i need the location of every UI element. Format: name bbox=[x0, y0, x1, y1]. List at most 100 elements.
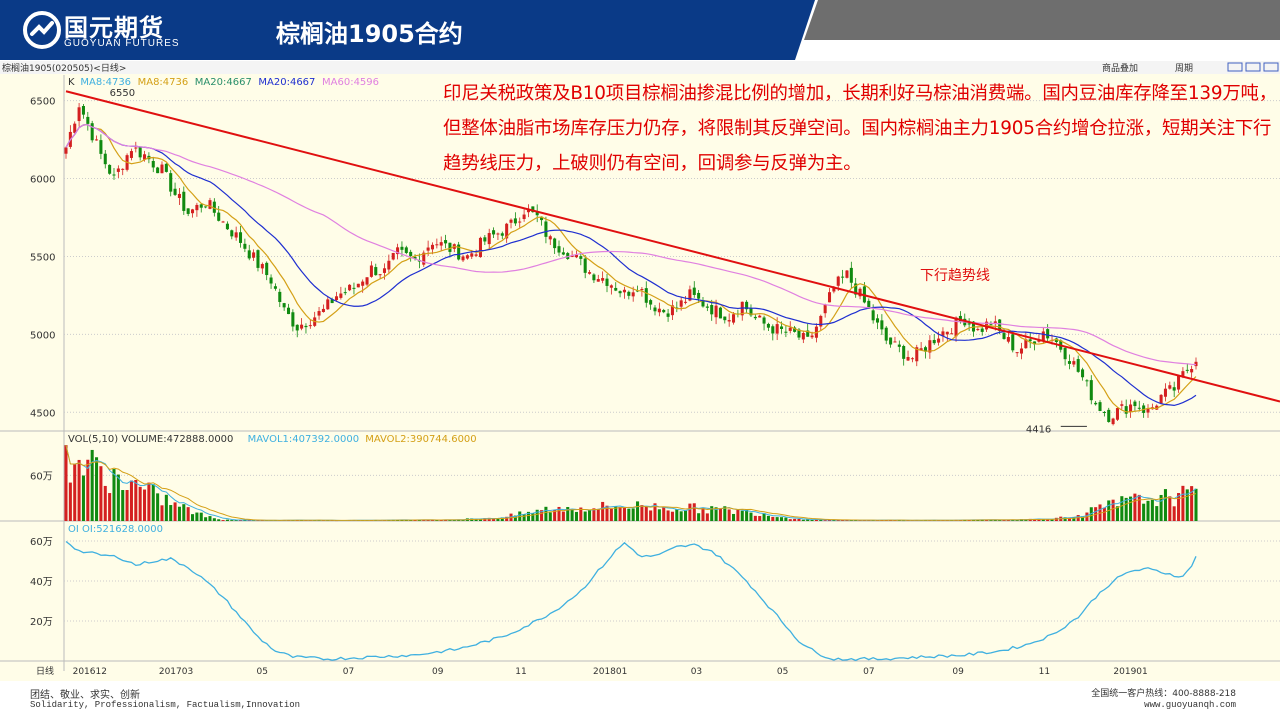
candle-body bbox=[195, 204, 199, 211]
candle-body bbox=[1094, 402, 1098, 405]
candle-body bbox=[330, 299, 334, 304]
volume-bar bbox=[217, 519, 221, 521]
candle-body bbox=[548, 236, 552, 240]
mavol1-line bbox=[65, 444, 1197, 521]
x-tick-label: 201703 bbox=[159, 667, 193, 677]
volume-bar bbox=[77, 459, 81, 521]
toolbar-nav-icon bbox=[1263, 62, 1279, 72]
volume-bar bbox=[169, 505, 173, 521]
volume-bar bbox=[86, 459, 90, 521]
volume-bar bbox=[68, 482, 72, 521]
candle-body bbox=[749, 308, 753, 316]
candle-body bbox=[526, 209, 530, 213]
volume-bar bbox=[596, 508, 600, 521]
volume-bar bbox=[526, 511, 530, 521]
volume-bar bbox=[640, 505, 644, 521]
candle-body bbox=[426, 247, 430, 251]
chart-area: 棕榈油1905(020505)<日线> 商品叠加 周期 4500 5000 5500 600… bbox=[0, 61, 1280, 681]
logo-icon bbox=[23, 11, 61, 49]
candle-body bbox=[937, 338, 941, 343]
volume-bar bbox=[199, 512, 203, 521]
candle-body bbox=[753, 316, 757, 319]
volume-bar bbox=[701, 507, 705, 521]
candle-body bbox=[1046, 329, 1050, 339]
candle-body bbox=[910, 358, 914, 360]
footer-slogan-cn: 团结、敬业、求实、创新 bbox=[30, 690, 140, 701]
candle-body bbox=[108, 164, 112, 174]
volume-bar bbox=[989, 520, 993, 521]
volume-bar bbox=[823, 520, 827, 521]
volume-bar bbox=[762, 513, 766, 521]
candle-body bbox=[906, 356, 910, 361]
volume-bar bbox=[1041, 519, 1045, 521]
candle-body bbox=[334, 296, 339, 301]
candle-body bbox=[252, 252, 256, 258]
volume-bar bbox=[1163, 489, 1167, 521]
volume-bar bbox=[448, 519, 452, 521]
volume-bar bbox=[422, 520, 426, 521]
volume-bar bbox=[845, 520, 849, 521]
candle-body bbox=[186, 208, 190, 214]
candle-body bbox=[483, 237, 487, 242]
candle-body bbox=[544, 221, 548, 237]
candle-body bbox=[841, 276, 845, 278]
candle-body bbox=[343, 292, 347, 294]
volume-bar bbox=[95, 457, 99, 521]
volume-bar bbox=[758, 516, 762, 521]
candle-body bbox=[998, 319, 1002, 331]
candle-body bbox=[269, 277, 273, 284]
candle-body bbox=[470, 253, 474, 257]
candle-body bbox=[77, 107, 81, 122]
volume-bar bbox=[1111, 499, 1115, 521]
candle-body bbox=[827, 292, 832, 303]
volume-bar bbox=[814, 519, 818, 521]
volume-bar bbox=[116, 474, 120, 521]
candle-body bbox=[282, 303, 286, 308]
candle-body bbox=[1168, 385, 1172, 389]
volume-bar bbox=[182, 504, 186, 521]
volume-bar bbox=[819, 519, 823, 521]
mavol2-line bbox=[65, 444, 1197, 521]
volume-bar bbox=[653, 503, 657, 521]
candle-body bbox=[291, 312, 295, 327]
vol-legend-item: VOL(5,10) VOLUME:472888.0000 bbox=[68, 434, 233, 445]
candle-body bbox=[138, 147, 142, 158]
header-gray-band bbox=[804, 0, 1280, 40]
candle-body bbox=[1146, 409, 1150, 413]
candle-body bbox=[701, 300, 705, 307]
volume-bar bbox=[221, 520, 225, 521]
candle-body bbox=[365, 277, 369, 285]
volume-bar bbox=[147, 482, 151, 521]
volume-bar bbox=[793, 518, 797, 521]
candle-body bbox=[509, 219, 513, 223]
candle-body bbox=[1081, 369, 1085, 378]
candle-body bbox=[1137, 407, 1141, 409]
volume-bar bbox=[1168, 496, 1172, 521]
candle-body bbox=[435, 244, 439, 246]
volume-bar bbox=[1067, 517, 1071, 521]
volume-bar bbox=[1046, 519, 1050, 521]
candle-body bbox=[793, 327, 797, 332]
k-legend-item: MA60:4596 bbox=[322, 77, 379, 88]
candle-body bbox=[758, 315, 762, 318]
candle-body bbox=[99, 140, 103, 154]
vol-legend-item: MAVOL2:390744.6000 bbox=[365, 434, 476, 445]
candle-body bbox=[1041, 331, 1045, 342]
candle-body bbox=[727, 320, 731, 322]
candle-body bbox=[191, 209, 195, 214]
candle-body bbox=[692, 287, 696, 295]
volume-bar bbox=[1002, 520, 1006, 521]
candle-body bbox=[697, 292, 701, 299]
volume-bar bbox=[697, 513, 701, 521]
volume-bar bbox=[1194, 488, 1198, 521]
volume-bar bbox=[841, 520, 845, 521]
candle-body bbox=[941, 331, 945, 336]
candle-body bbox=[993, 321, 997, 325]
volume-bar bbox=[723, 506, 727, 521]
volume-bar bbox=[125, 490, 129, 521]
candle-body bbox=[243, 243, 247, 249]
candle-body bbox=[670, 305, 674, 316]
volume-bar bbox=[566, 507, 570, 521]
candle-body bbox=[928, 340, 932, 353]
candle-body bbox=[1089, 380, 1093, 401]
